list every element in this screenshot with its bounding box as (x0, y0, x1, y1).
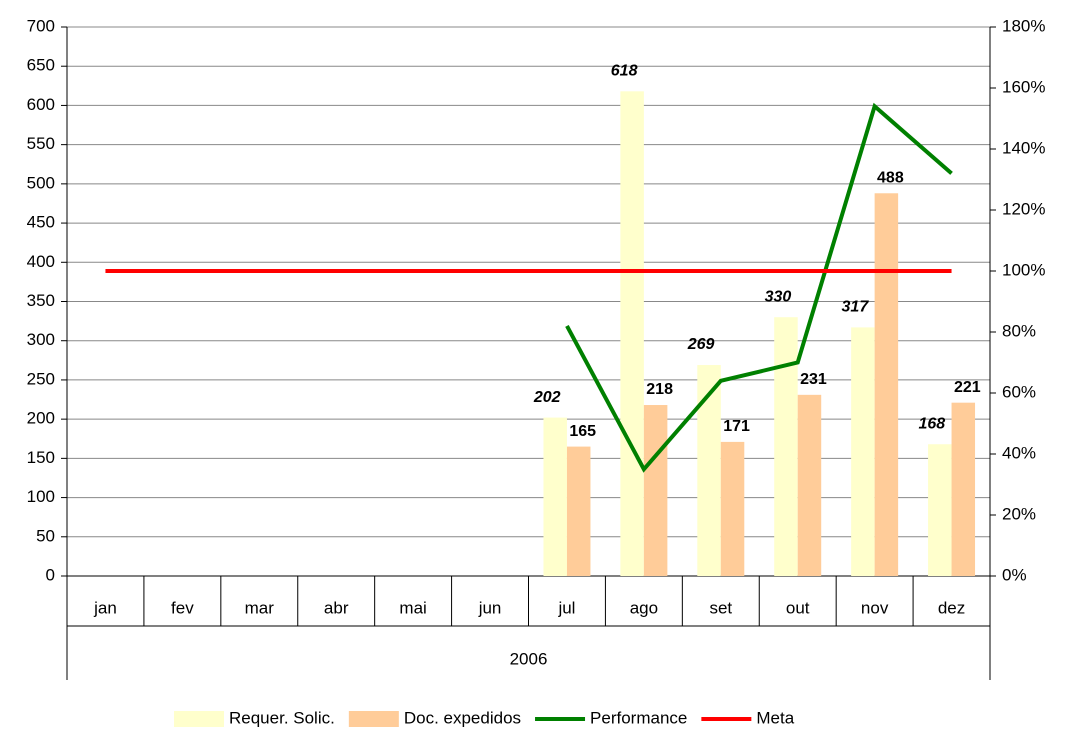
value-label: 165 (569, 423, 596, 440)
bar (566, 446, 591, 576)
bar (620, 91, 644, 576)
y2-tick-label: 60% (1002, 382, 1036, 401)
y-tick-label: 400 (27, 252, 55, 271)
legend-label: Requer. Solic. (229, 708, 335, 727)
value-label: 231 (800, 371, 827, 388)
x-tick-label: set (709, 598, 732, 617)
y-tick-label: 700 (27, 16, 55, 35)
bar (874, 193, 899, 577)
bar (851, 327, 875, 576)
x-tick-label: dez (938, 598, 965, 617)
x-tick-label: mar (245, 598, 275, 617)
y-tick-label: 550 (27, 134, 55, 153)
value-label: 202 (533, 389, 561, 406)
y-tick-label: 450 (27, 213, 55, 232)
legend-label: Meta (756, 708, 794, 727)
value-label: 618 (611, 63, 638, 80)
line (565, 102, 953, 473)
y-tick-label: 350 (27, 291, 55, 310)
y2-tick-label: 160% (1002, 77, 1045, 96)
x-tick-label: out (786, 598, 810, 617)
x-group-label: 2006 (510, 649, 548, 668)
bar (797, 394, 822, 576)
y2-tick-label: 140% (1002, 138, 1045, 157)
x-tick-label: jul (557, 598, 575, 617)
x-tick-label: abr (324, 598, 349, 617)
value-label: 218 (646, 381, 673, 398)
y-tick-label: 650 (27, 56, 55, 75)
y-tick-label: 300 (27, 330, 55, 349)
legend-swatch (348, 711, 399, 727)
x-tick-label: jun (478, 598, 502, 617)
y-tick-label: 200 (27, 409, 55, 428)
x-tick-label: mai (399, 598, 426, 617)
y-tick-label: 600 (27, 95, 55, 114)
y-tick-label: 0 (46, 565, 55, 584)
x-tick-label: jan (93, 598, 117, 617)
value-label: 168 (918, 415, 945, 432)
value-label: 269 (687, 336, 715, 353)
bar (643, 405, 668, 576)
y2-tick-label: 100% (1002, 260, 1045, 279)
legend-swatch (174, 711, 224, 727)
value-label: 317 (842, 299, 870, 316)
y-tick-label: 50 (36, 526, 55, 545)
bar (720, 441, 745, 576)
y2-tick-label: 20% (1002, 504, 1036, 523)
y-tick-label: 100 (27, 487, 55, 506)
y2-tick-label: 40% (1002, 443, 1036, 462)
x-tick-label: ago (630, 598, 658, 617)
bar (774, 317, 798, 576)
y-tick-label: 250 (27, 369, 55, 388)
bar (951, 402, 976, 576)
legend-label: Doc. expedidos (404, 708, 521, 727)
value-label: 330 (765, 288, 792, 305)
x-tick-label: nov (861, 598, 889, 617)
bar (697, 365, 721, 576)
value-label: 171 (723, 418, 750, 435)
y-tick-label: 500 (27, 173, 55, 192)
y2-tick-label: 120% (1002, 199, 1045, 218)
y2-tick-label: 80% (1002, 321, 1036, 340)
bar (928, 444, 952, 576)
y2-tick-label: 180% (1002, 16, 1045, 35)
legend-label: Performance (590, 708, 687, 727)
x-tick-label: fev (171, 598, 194, 617)
y2-tick-label: 0% (1002, 565, 1027, 584)
y-tick-label: 150 (27, 448, 55, 467)
bar (543, 417, 567, 576)
value-label: 221 (954, 379, 981, 396)
value-label: 488 (877, 169, 904, 186)
